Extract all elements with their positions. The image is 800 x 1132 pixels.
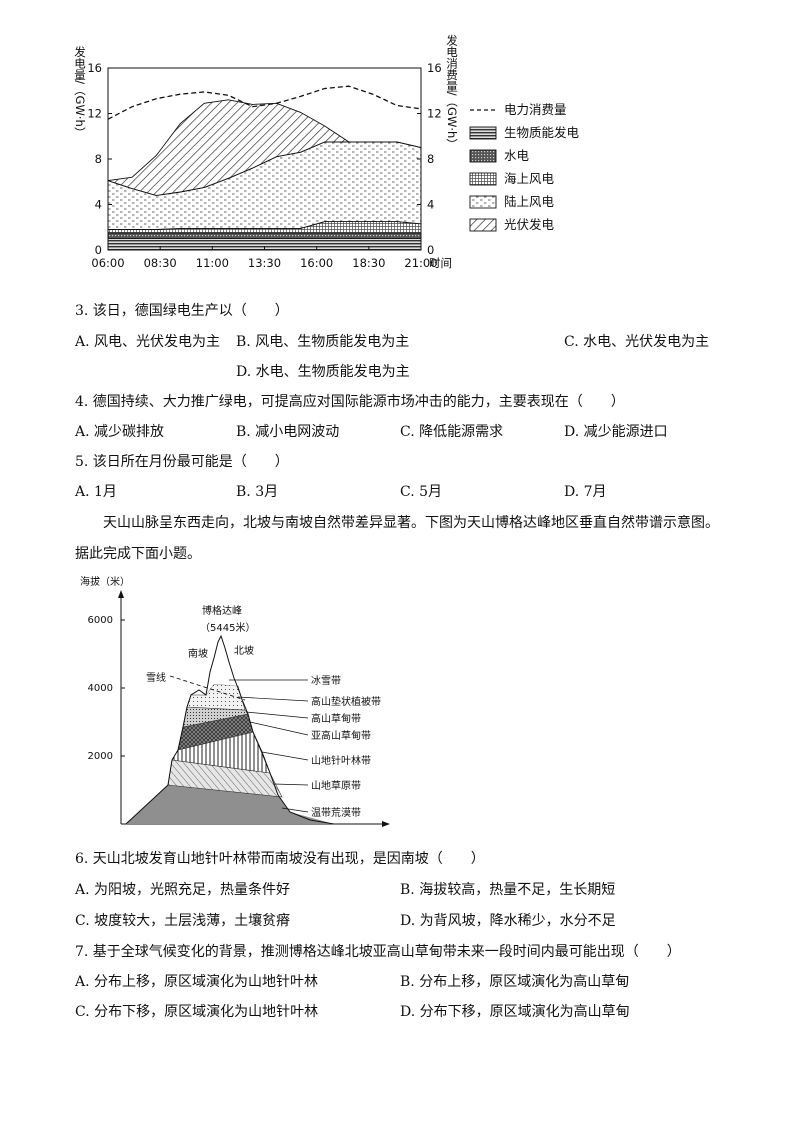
fig2-y-tick: 6000	[88, 615, 113, 626]
question-6-option-b[interactable]: B. 海拔较高，热量不足，生长期短	[400, 882, 616, 898]
peak-height: （5445米）	[200, 621, 255, 634]
question-6-option-d[interactable]: D. 为背风坡，降水稀少，水分不足	[400, 913, 616, 929]
north-slope-label: 北坡	[234, 644, 254, 657]
question-4-option-d[interactable]: D. 减少能源进口	[564, 424, 668, 440]
y-tick-left: 4	[95, 198, 102, 212]
legend-swatch-offshore-wind	[469, 172, 497, 186]
legend-swatch-hydro	[469, 149, 497, 163]
legend-label-solar: 光伏发电	[504, 217, 555, 232]
zone-label-cushion-vegetation: 高山垫状植被带	[311, 695, 381, 708]
y-axis-right-label: 发电消费量/（GW·h）	[445, 33, 459, 149]
south-slope-label: 南坡	[188, 647, 208, 660]
line-consumption	[107, 85, 422, 120]
y-tick-right: 12	[427, 107, 442, 121]
question-7-stem: 7. 基于全球气候变化的背景，推测博格达峰北坡亚高山草甸带未来一段时间内最可能出…	[75, 944, 681, 960]
y-tick-right: 8	[427, 152, 434, 166]
question-5-option-c[interactable]: C. 5月	[400, 484, 443, 500]
legend-swatch-solar	[469, 218, 497, 232]
fig2-y-axis-label: 海拔（米）	[80, 575, 130, 588]
question-7-option-b[interactable]: B. 分布上移，原区域演化为高山草甸	[400, 974, 630, 990]
question-6-option-a[interactable]: A. 为阳坡，光照充足，热量条件好	[75, 882, 291, 898]
area-hydro	[107, 232, 422, 240]
question-7-option-a[interactable]: A. 分布上移，原区域演化为山地针叶林	[75, 974, 319, 990]
question-3-option-b[interactable]: B. 风电、生物质能发电为主	[236, 334, 410, 350]
zone-label-ice-snow: 冰雪带	[311, 674, 341, 687]
snow-line-label: 雪线	[146, 671, 166, 684]
zone-label-montane-conifer: 山地针叶林带	[311, 754, 371, 767]
question-5-option-b[interactable]: B. 3月	[236, 484, 279, 500]
legend-swatch-biomass	[469, 126, 497, 140]
question-5-stem: 5. 该日所在月份最可能是（ ）	[75, 454, 289, 470]
question-4-stem: 4. 德国持续、大力推广绿电，可提高应对国际能源市场冲击的能力，主要表现在（ ）	[75, 394, 625, 410]
vertical-zonation-diagram: 海拔（米） 2000 4000 6000 博格达峰 （5445米） 南坡 北坡 …	[80, 575, 390, 827]
y-tick-left: 16	[87, 61, 102, 75]
zone-labels	[229, 679, 309, 813]
y-tick-right: 4	[427, 198, 434, 212]
passage-line-2: 据此完成下面小题。	[75, 546, 201, 562]
y-tick-left: 0	[95, 243, 102, 257]
snow-line	[169, 675, 246, 701]
x-tick-label: 06:00	[91, 256, 124, 270]
zone-label-subalpine-meadow: 亚高山草甸带	[311, 729, 371, 742]
y-tick-right: 0	[427, 243, 434, 257]
x-tick-label: 08:30	[144, 256, 177, 270]
question-4-option-c[interactable]: C. 降低能源需求	[400, 424, 504, 440]
y-tick-left: 12	[87, 107, 102, 121]
x-axis-label: 时间	[429, 256, 452, 270]
x-tick-label: 11:00	[196, 256, 229, 270]
legend-swatch-onshore-wind	[469, 195, 497, 209]
zone-desert	[126, 785, 334, 824]
question-6-stem: 6. 天山北坡发育山地针叶林带而南坡没有出现，是因南坡（ ）	[75, 851, 485, 867]
passage-line-1: 天山山脉呈东西走向，北坡与南坡自然带差异显著。下图为天山博格达峰地区垂直自然带谱…	[103, 515, 719, 531]
y-tick-right: 16	[427, 61, 442, 75]
zone-label-alpine-meadow: 高山草甸带	[311, 712, 361, 725]
power-generation-chart: 0 0 4 4 8 8 12 12 16 16 06:00 08:30 11:00 13:30 16:00 1…	[73, 33, 580, 270]
mountain-outline	[125, 634, 335, 825]
x-tick-label: 13:30	[248, 256, 281, 270]
question-5-option-d[interactable]: D. 7月	[564, 484, 607, 500]
zone-cushion-vegetation	[186, 683, 246, 711]
y-axis-left-label: 发电量/（GW·h）	[73, 45, 87, 138]
peak-name: 博格达峰	[202, 604, 242, 617]
question-5-option-a[interactable]: A. 1月	[75, 484, 117, 500]
question-7-option-d[interactable]: D. 分布下移，原区域演化为高山草甸	[400, 1004, 630, 1020]
question-3-stem: 3. 该日，德国绿电生产以（ ）	[75, 303, 289, 319]
legend-label-biomass: 生物质能发电	[504, 125, 580, 140]
x-tick-label: 21:00	[404, 256, 437, 270]
legend-label-hydro: 水电	[504, 148, 530, 163]
question-6-option-c[interactable]: C. 坡度较大，土层浅薄，土壤贫瘠	[75, 913, 291, 929]
legend-label-consumption: 电力消费量	[504, 102, 567, 117]
question-3-option-c[interactable]: C. 水电、光伏发电为主	[564, 334, 710, 350]
y-tick-left: 8	[95, 152, 102, 166]
legend-label-onshore-wind: 陆上风电	[504, 194, 555, 209]
zone-label-mountain-steppe: 山地草原带	[311, 779, 361, 792]
x-tick-label: 16:00	[300, 256, 333, 270]
question-4-option-b[interactable]: B. 减小电网波动	[236, 424, 340, 440]
question-4-option-a[interactable]: A. 减少碳排放	[75, 424, 165, 440]
question-3-option-a[interactable]: A. 风电、光伏发电为主	[75, 334, 221, 350]
x-tick-label: 18:30	[352, 256, 385, 270]
zone-label-desert: 温带荒漠带	[311, 807, 361, 819]
question-3-option-d[interactable]: D. 水电、生物质能发电为主	[236, 364, 410, 380]
legend-label-offshore-wind: 海上风电	[504, 171, 555, 186]
fig2-y-tick: 4000	[88, 683, 113, 694]
fig2-y-tick: 2000	[88, 751, 113, 762]
question-7-option-c[interactable]: C. 分布下移，原区域演化为山地针叶林	[75, 1004, 319, 1020]
